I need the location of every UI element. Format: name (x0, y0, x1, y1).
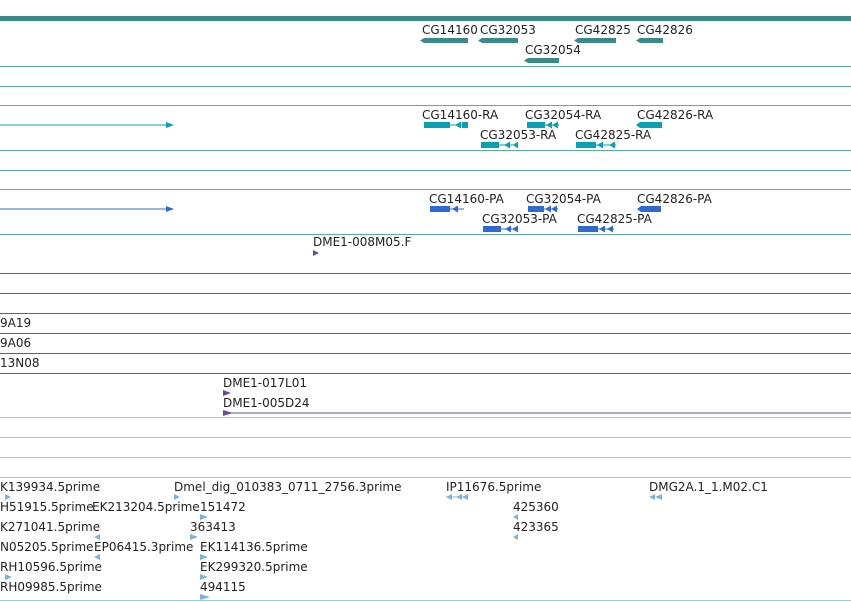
gene-strand-arrow (574, 38, 578, 43)
gene-strand-arrow (478, 38, 482, 43)
est-label[interactable]: 494115 (200, 580, 246, 594)
est-feature[interactable] (174, 494, 180, 500)
est-label[interactable]: RH09985.5prime (0, 580, 102, 594)
gene-label[interactable]: CG32053 (480, 23, 536, 37)
gene-label[interactable]: CG32054 (525, 43, 581, 57)
protein-feature[interactable] (430, 205, 464, 213)
protein-feature[interactable] (578, 225, 614, 233)
transcript-track: CG14160-RA CG32054-RA CG42826-RA CG32053… (0, 108, 714, 149)
clone-feature[interactable] (313, 250, 319, 256)
track-dividers (0, 66, 851, 601)
transcript-feature[interactable] (576, 141, 616, 149)
clone-label[interactable]: 13N08 (0, 356, 40, 370)
est-feature[interactable] (513, 514, 518, 520)
gene-feature[interactable] (528, 58, 559, 63)
gene-label[interactable]: CG42826 (637, 23, 693, 37)
est-feature[interactable] (5, 494, 11, 500)
est-feature[interactable] (200, 574, 208, 580)
est-feature[interactable] (94, 534, 100, 540)
est-label[interactable]: 423365 (513, 520, 559, 534)
protein-label[interactable]: CG14160-PA (429, 192, 505, 206)
transcript-label[interactable]: CG42826-RA (637, 108, 714, 122)
est-feature[interactable] (200, 554, 208, 560)
clone-label[interactable]: 9A06 (0, 336, 31, 350)
est-feature[interactable] (200, 514, 208, 520)
est-label[interactable]: EK213204.5prime (92, 500, 200, 514)
clone-label[interactable]: 9A19 (0, 316, 31, 330)
transcript-label[interactable]: CG32054-RA (525, 108, 602, 122)
protein-label[interactable]: CG42826-PA (637, 192, 713, 206)
gene-strand-arrow (420, 38, 424, 43)
clone-feature[interactable] (223, 410, 233, 416)
transcript-arrow-right (166, 122, 174, 128)
transcript-feature[interactable] (527, 121, 559, 129)
transcript-feature[interactable] (636, 122, 662, 128)
est-feature[interactable] (5, 574, 12, 580)
est-feature[interactable] (649, 494, 662, 500)
est-feature[interactable] (513, 534, 518, 540)
gene-feature[interactable] (578, 38, 616, 43)
est-label[interactable]: N05205.5prime (0, 540, 94, 554)
transcript-label[interactable]: CG32053-RA (480, 128, 557, 142)
protein-label[interactable]: CG32053-PA (482, 212, 558, 226)
est-feature[interactable] (190, 534, 198, 540)
transcript-label[interactable]: CG14160-RA (422, 108, 499, 122)
clone-track: DME1-008M05.F 9A19 9A06 13N08 DME1-017L0… (0, 235, 851, 416)
gene-label[interactable]: CG14160 (422, 23, 478, 37)
gene-feature[interactable] (640, 38, 663, 43)
gene-label[interactable]: CG42825 (575, 23, 631, 37)
clone-label[interactable]: DME1-017L01 (223, 376, 307, 390)
clone-label[interactable]: DME1-005D24 (223, 396, 310, 410)
est-label[interactable]: H51915.5prime (0, 500, 94, 514)
gene-strand-arrow (636, 38, 640, 43)
protein-arrow-right (166, 206, 174, 212)
protein-feature[interactable] (637, 206, 661, 212)
gene-feature[interactable] (482, 38, 518, 43)
transcript-label[interactable]: CG42825-RA (575, 128, 652, 142)
est-label[interactable]: EK114136.5prime (200, 540, 308, 554)
est-label[interactable]: Dmel_dig_010383_0711_2756.3prime (174, 480, 402, 494)
est-label[interactable]: EP06415.3prime (94, 540, 193, 554)
track-header-bar (0, 16, 851, 21)
protein-feature[interactable] (528, 205, 558, 213)
protein-track: CG14160-PA CG32054-PA CG42826-PA CG32053… (0, 192, 713, 233)
est-feature[interactable] (200, 594, 210, 600)
transcript-feature[interactable] (481, 141, 518, 149)
est-label[interactable]: K271041.5prime (0, 520, 100, 534)
clone-label[interactable]: DME1-008M05.F (313, 235, 411, 249)
est-label[interactable]: RH10596.5prime (0, 560, 102, 574)
protein-label[interactable]: CG42825-PA (577, 212, 653, 226)
est-label[interactable]: 151472 (200, 500, 246, 514)
gene-strand-arrow (524, 58, 528, 63)
protein-feature[interactable] (483, 225, 518, 233)
gene-track: CG14160 CG32053 CG42825 CG42826 CG32054 (420, 23, 693, 63)
protein-label[interactable]: CG32054-PA (526, 192, 602, 206)
transcript-feature[interactable] (424, 121, 468, 129)
gene-feature[interactable] (424, 38, 468, 43)
est-feature[interactable] (446, 494, 468, 500)
clone-feature[interactable] (223, 390, 231, 396)
est-feature[interactable] (94, 554, 100, 560)
est-label[interactable]: K139934.5prime (0, 480, 100, 494)
est-label[interactable]: 425360 (513, 500, 559, 514)
est-track: K139934.5prime Dmel_dig_010383_0711_2756… (0, 480, 768, 600)
est-label[interactable]: IP11676.5prime (446, 480, 541, 494)
est-label[interactable]: 363413 (190, 520, 236, 534)
est-label[interactable]: EK299320.5prime (200, 560, 308, 574)
est-label[interactable]: DMG2A.1_1.M02.C1 (649, 480, 768, 494)
